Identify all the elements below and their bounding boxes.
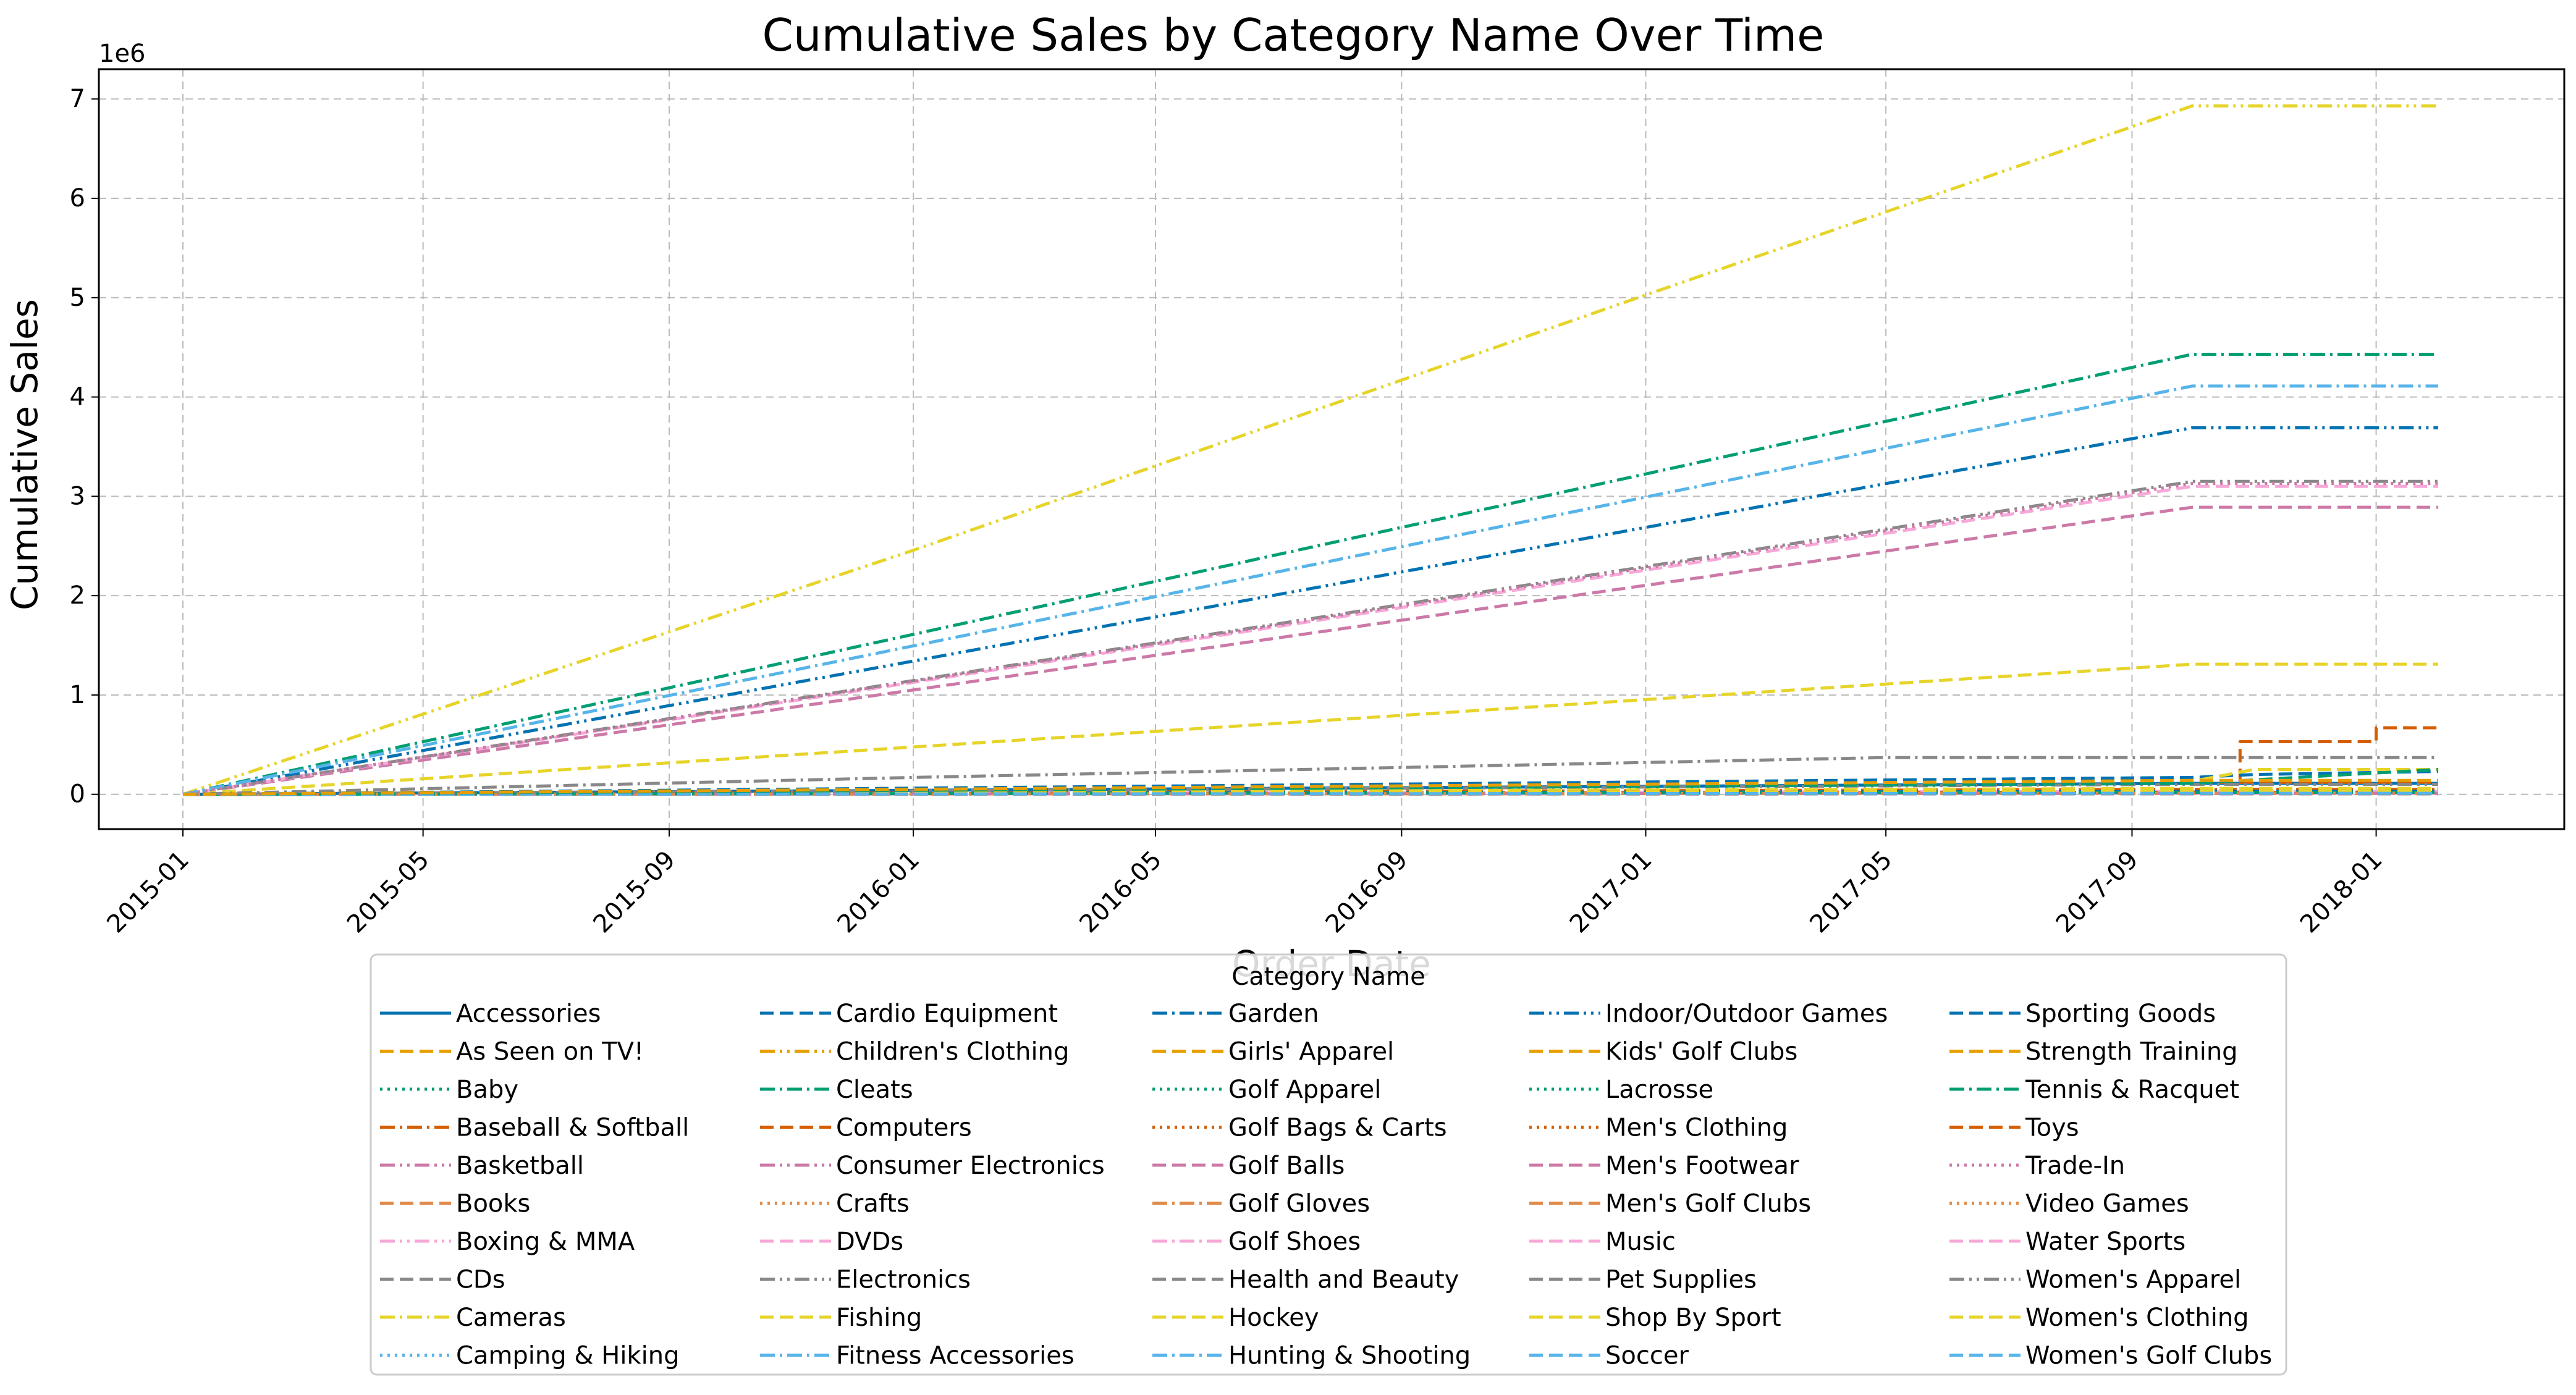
series-line (182, 662, 2438, 796)
y-tick-label: 5 (70, 284, 85, 312)
legend-label: Kids' Golf Clubs (1605, 1038, 1797, 1066)
y-tick-label: 3 (70, 482, 85, 510)
legend-label: Men's Footwear (1605, 1152, 1799, 1180)
legend-label: Women's Golf Clubs (2025, 1342, 2272, 1370)
legend-label: Golf Apparel (1228, 1076, 1381, 1104)
legend-label: Health and Beauty (1228, 1266, 1459, 1294)
series-lines (182, 104, 2439, 796)
gridlines (99, 69, 2564, 829)
legend-label: Toys (2025, 1114, 2079, 1142)
plot-frame (98, 68, 2565, 830)
legend-label: Boxing & MMA (456, 1228, 635, 1256)
series-line (182, 778, 2438, 796)
legend-label: As Seen on TV! (456, 1038, 644, 1066)
legend-label: Water Sports (2025, 1228, 2185, 1256)
legend-label: Music (1605, 1228, 1676, 1256)
legend-label: Children's Clothing (836, 1038, 1069, 1066)
y-tick-label: 0 (70, 780, 85, 809)
series-line (182, 426, 2438, 796)
legend-label: Books (456, 1190, 530, 1218)
legend-label: Camping & Hiking (456, 1342, 679, 1370)
y-axis-ticks: 0 1 2 3 4 5 6 7 (70, 85, 99, 809)
legend-title: Category Name (1231, 963, 1425, 991)
legend-label: CDs (456, 1266, 505, 1294)
series-line (182, 768, 2439, 796)
series-line (182, 384, 2438, 796)
legend-label: Fitness Accessories (836, 1342, 1075, 1370)
legend-label: Lacrosse (1605, 1076, 1713, 1104)
legend-label: Cleats (836, 1076, 913, 1104)
series-line (182, 505, 2438, 796)
legend-label: Basketball (456, 1152, 584, 1180)
legend-label: Men's Golf Clubs (1605, 1190, 1811, 1218)
y-tick-label: 7 (70, 85, 85, 113)
legend: Category Name Accessories As Seen on TV! B… (370, 953, 2287, 1376)
legend-label: Tennis & Racquet (2025, 1076, 2239, 1104)
legend-label: Golf Bags & Carts (1228, 1114, 1447, 1142)
legend-label: Crafts (836, 1190, 910, 1218)
y-tick-label: 6 (70, 184, 85, 213)
legend-label: Sporting Goods (2025, 1000, 2216, 1028)
legend-label: Shop By Sport (1605, 1304, 1781, 1332)
legend-label: Video Games (2025, 1190, 2189, 1218)
series-line (182, 791, 2438, 796)
legend-label: Soccer (1605, 1342, 1689, 1370)
series-line (182, 482, 2438, 796)
y-tick-label: 4 (70, 383, 85, 411)
legend-label: DVDs (836, 1228, 903, 1256)
legend-label: Golf Shoes (1228, 1228, 1361, 1256)
series-line (182, 353, 2438, 796)
series-line (182, 786, 2438, 796)
series-line (182, 791, 2438, 796)
legend-label: Women's Clothing (2025, 1304, 2249, 1332)
legend-box (370, 953, 2287, 1376)
legend-label: Pet Supplies (1605, 1266, 1757, 1294)
legend-label: Strength Training (2025, 1038, 2238, 1066)
legend-label: Indoor/Outdoor Games (1605, 1000, 1888, 1028)
legend-label: Trade-In (2025, 1152, 2125, 1180)
y-axis-offset-label: 1e6 (99, 40, 146, 68)
series-line (182, 104, 2438, 796)
legend-label: Hunting & Shooting (1228, 1342, 1471, 1370)
series-line (182, 479, 2438, 796)
legend-label: Cardio Equipment (836, 1000, 1058, 1028)
series-line (182, 790, 2438, 796)
legend-label: Baby (456, 1076, 518, 1104)
legend-label: Men's Clothing (1605, 1114, 1788, 1142)
legend-label: Golf Balls (1228, 1152, 1345, 1180)
legend-label: Garden (1228, 1000, 1319, 1028)
legend-label: Baseball & Softball (456, 1114, 689, 1142)
legend-label: Women's Apparel (2025, 1266, 2241, 1294)
legend-label: Electronics (836, 1266, 971, 1294)
legend-label: Computers (836, 1114, 972, 1142)
chart-title: Cumulative Sales by Category Name Over T… (762, 9, 1825, 61)
legend-label: Girls' Apparel (1228, 1038, 1394, 1066)
legend-label: Accessories (456, 1000, 601, 1028)
legend-label: Consumer Electronics (836, 1152, 1105, 1180)
legend-label: Fishing (836, 1304, 922, 1332)
y-tick-label: 2 (70, 581, 85, 610)
legend-items: Accessories As Seen on TV! Baby Baseball & … (380, 1000, 2272, 1370)
legend-label: Cameras (456, 1304, 566, 1332)
legend-label: Golf Gloves (1228, 1190, 1370, 1218)
y-axis-label: Cumulative Sales (4, 299, 46, 610)
legend-label: Hockey (1228, 1304, 1319, 1332)
series-line (182, 484, 2438, 796)
y-tick-label: 1 (70, 681, 85, 709)
series-line (182, 768, 2438, 796)
